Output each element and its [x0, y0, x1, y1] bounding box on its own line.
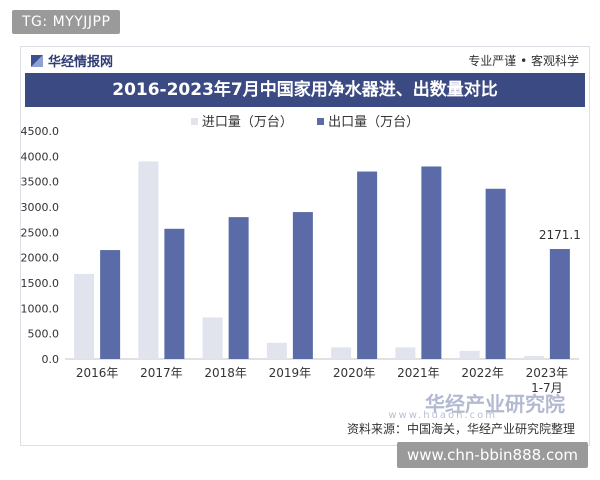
- bar-import: [138, 161, 159, 359]
- bar-import: [459, 350, 480, 359]
- bar-import: [523, 355, 544, 359]
- legend-import: 进口量（万台）: [190, 111, 293, 130]
- data-label: 2171.1: [539, 228, 581, 242]
- legend-export: 出口量（万台）: [317, 111, 419, 130]
- y-tick-label: 4000.0: [21, 150, 59, 163]
- overlay-tag-top: TG: MYYJJPP: [12, 10, 121, 34]
- y-tick-label: 1000.0: [21, 302, 59, 315]
- brand-name: 华经情报网: [48, 55, 114, 70]
- source-note: 资料来源：中国海关，华经产业研究院整理: [346, 422, 575, 436]
- legend: 进口量（万台） 出口量（万台）: [21, 111, 589, 130]
- watermark-url: www.huaon.com: [388, 410, 497, 421]
- x-tick-label: 2021年: [397, 366, 440, 380]
- x-tick-label: 2017年: [140, 366, 183, 380]
- slogan: 专业严谨 • 客观科学: [468, 54, 579, 68]
- brand: 华经情报网: [31, 51, 113, 70]
- y-tick-label: 2000.0: [21, 252, 59, 265]
- x-tick-label: 2022年: [461, 366, 504, 380]
- x-tick-label: 2018年: [204, 366, 247, 380]
- y-tick-label: 4500.0: [21, 127, 59, 138]
- bar-export: [228, 217, 249, 359]
- x-tick-label: 2020年: [333, 366, 376, 380]
- bar-import: [74, 273, 95, 359]
- y-tick-label: 3000.0: [21, 201, 59, 214]
- header-bar: 华经情报网 专业严谨 • 客观科学: [21, 47, 589, 73]
- bar-export: [421, 166, 442, 359]
- y-tick-label: 3500.0: [21, 176, 59, 189]
- bar-export: [357, 171, 378, 359]
- legend-label-export: 出口量（万台）: [328, 115, 420, 130]
- bar-export: [549, 248, 570, 359]
- overlay-tag-bottom: www.chn-bbin888.com: [396, 442, 588, 468]
- y-tick-label: 0.0: [42, 353, 60, 366]
- legend-label-import: 进口量（万台）: [201, 115, 293, 130]
- bar-import: [331, 347, 352, 359]
- legend-swatch-import: [190, 118, 198, 125]
- logo-icon: [31, 55, 43, 67]
- chart-title: 2016-2023年7月中国家用净水器进、出数量对比: [25, 73, 585, 107]
- chart-card: 华经情报网 专业严谨 • 客观科学 2016-2023年7月中国家用净水器进、出…: [20, 46, 590, 446]
- bar-export: [292, 212, 313, 359]
- x-tick-label: 2016年: [76, 366, 119, 380]
- y-tick-label: 2500.0: [21, 226, 59, 239]
- y-tick-label: 1500.0: [21, 277, 59, 290]
- bar-export: [485, 188, 506, 359]
- bar-chart: 0.0 500.0 1000.0 1500.0 2000.0 2500.0 3000.0 35…: [21, 127, 581, 395]
- legend-swatch-export: [317, 118, 325, 125]
- bar-import: [266, 342, 287, 359]
- x-tick-label: 2019年: [269, 366, 312, 380]
- y-tick-label: 500.0: [28, 328, 60, 341]
- x-tick-label: 2023年 1-7月: [526, 366, 569, 395]
- bar-export: [164, 228, 185, 359]
- watermark: 华经产业研究院: [425, 392, 565, 416]
- bar-import: [395, 347, 416, 359]
- bar-export: [100, 250, 121, 359]
- bar-import: [202, 317, 223, 359]
